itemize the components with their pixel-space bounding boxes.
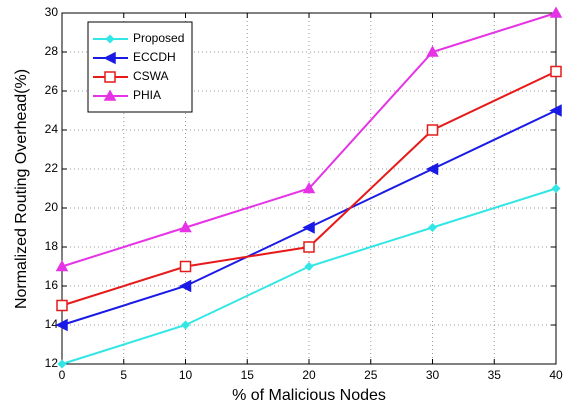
x-tick-label: 15 [241,368,255,382]
x-tick-label: 0 [59,368,66,382]
marker [105,34,115,44]
marker [304,261,314,272]
marker [426,45,439,57]
x-tick-label: 20 [302,368,316,382]
marker [103,51,116,65]
marker [180,320,191,330]
y-tick-label: 12 [45,356,59,370]
y-tick-label: 14 [45,317,59,331]
x-axis-label: % of Malicious Nodes [232,387,386,404]
y-tick-label: 18 [45,239,59,253]
x-tick-label: 10 [179,368,193,382]
marker [427,222,438,233]
marker [104,71,116,83]
marker [302,181,316,194]
x-tick-label: 30 [426,368,440,382]
marker [302,221,315,234]
legend-label: ECCDH [133,50,176,64]
legend-label: Proposed [133,31,184,45]
x-tick-label: 35 [488,368,502,382]
y-tick-label: 24 [45,122,59,136]
y-tick-label: 30 [45,5,59,19]
marker [178,279,192,293]
y-tick-label: 16 [45,278,59,292]
y-axis-label: Normalized Routing Overhead(%) [13,69,30,309]
marker [179,260,192,273]
y-tick-label: 22 [45,161,59,175]
legend: Proposed ECCDH CSWA PHIA [87,21,193,113]
x-tick-label: 40 [549,368,563,382]
marker [103,89,117,101]
y-tick-label: 26 [45,83,59,97]
marker [55,259,69,272]
marker [549,104,562,117]
y-tick-label: 20 [45,200,59,214]
marker [426,124,439,136]
marker [55,318,68,332]
marker [550,65,562,78]
legend-label: CSWA [133,69,169,83]
marker [303,241,315,253]
marker [57,359,67,369]
marker [551,183,561,194]
x-tick-label: 25 [364,368,378,382]
x-tick-label: 5 [120,368,127,382]
marker [549,6,563,18]
legend-label: PHIA [133,88,161,102]
marker [179,220,192,233]
y-tick-label: 28 [45,44,59,58]
marker [425,162,439,176]
marker [56,299,68,312]
